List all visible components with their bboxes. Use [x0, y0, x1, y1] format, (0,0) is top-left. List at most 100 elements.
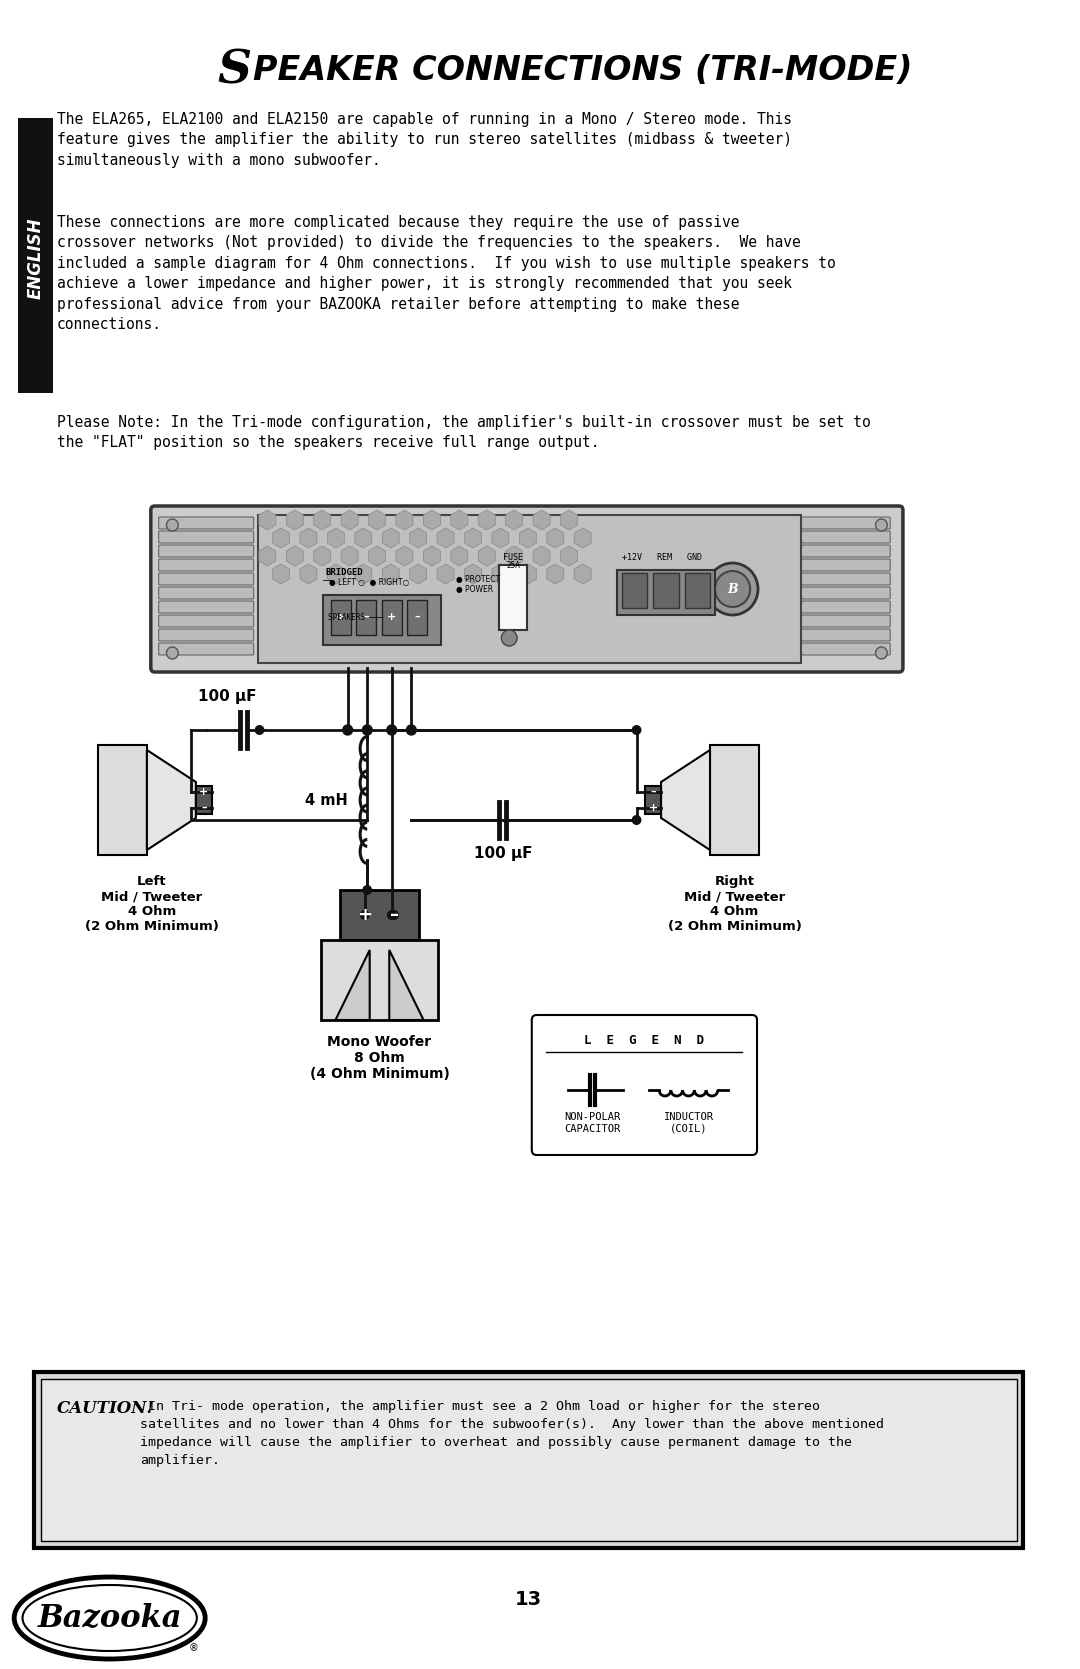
- FancyBboxPatch shape: [800, 559, 890, 571]
- Text: –: –: [364, 613, 369, 623]
- Circle shape: [632, 814, 642, 824]
- FancyBboxPatch shape: [800, 517, 890, 529]
- Circle shape: [707, 562, 758, 614]
- Text: Right
Mid / Tweeter
4 Ohm
(2 Ohm Minimum): Right Mid / Tweeter 4 Ohm (2 Ohm Minimum…: [667, 875, 801, 933]
- Text: –: –: [415, 613, 420, 623]
- Text: Left
Mid / Tweeter
4 Ohm
(2 Ohm Minimum): Left Mid / Tweeter 4 Ohm (2 Ohm Minimum): [85, 875, 219, 933]
- Text: CAUTION!: CAUTION!: [57, 1400, 154, 1417]
- Bar: [340, 890, 419, 940]
- FancyBboxPatch shape: [35, 1372, 1024, 1549]
- Circle shape: [363, 724, 373, 734]
- Circle shape: [166, 648, 178, 659]
- FancyBboxPatch shape: [159, 517, 254, 529]
- Text: –: –: [201, 803, 206, 813]
- Text: +: +: [649, 803, 658, 813]
- Text: 100 μF: 100 μF: [198, 689, 256, 704]
- Circle shape: [342, 724, 352, 734]
- Polygon shape: [147, 749, 195, 850]
- Text: ENGLISH: ENGLISH: [26, 217, 44, 299]
- Text: +12V   REM   GND: +12V REM GND: [622, 552, 702, 562]
- Text: FUSE: FUSE: [503, 552, 523, 562]
- FancyBboxPatch shape: [159, 546, 254, 557]
- FancyBboxPatch shape: [159, 614, 254, 628]
- FancyBboxPatch shape: [41, 1379, 1016, 1540]
- FancyBboxPatch shape: [800, 629, 890, 641]
- FancyBboxPatch shape: [800, 614, 890, 628]
- FancyBboxPatch shape: [159, 572, 254, 586]
- Bar: [323, 596, 441, 644]
- FancyBboxPatch shape: [159, 531, 254, 542]
- Text: +: +: [387, 613, 396, 623]
- FancyBboxPatch shape: [800, 601, 890, 613]
- Text: Bazooka: Bazooka: [38, 1602, 181, 1634]
- Bar: [685, 572, 710, 608]
- FancyBboxPatch shape: [800, 587, 890, 599]
- Text: 100 μF: 100 μF: [474, 846, 532, 861]
- Bar: [617, 571, 715, 614]
- Text: +: +: [336, 613, 346, 623]
- Bar: [407, 599, 427, 634]
- Circle shape: [363, 885, 373, 895]
- Text: 25A: 25A: [507, 561, 521, 571]
- Circle shape: [387, 910, 396, 920]
- Circle shape: [632, 724, 642, 734]
- Polygon shape: [389, 950, 423, 1020]
- Ellipse shape: [14, 1577, 205, 1659]
- Text: +: +: [199, 788, 208, 798]
- FancyBboxPatch shape: [531, 1015, 757, 1155]
- FancyBboxPatch shape: [800, 546, 890, 557]
- Polygon shape: [661, 749, 710, 850]
- Bar: [321, 940, 438, 1020]
- Bar: [98, 744, 147, 855]
- FancyBboxPatch shape: [159, 601, 254, 613]
- Text: Please Note: In the Tri-mode configuration, the amplifier's built-in crossover m: Please Note: In the Tri-mode configurati…: [57, 416, 870, 451]
- FancyBboxPatch shape: [151, 506, 903, 673]
- Bar: [195, 786, 212, 814]
- Text: 13: 13: [515, 1591, 542, 1609]
- Bar: [646, 786, 661, 814]
- Ellipse shape: [23, 1586, 197, 1651]
- Text: NON-POLAR
CAPACITOR: NON-POLAR CAPACITOR: [565, 1112, 621, 1133]
- Text: ● POWER: ● POWER: [457, 586, 494, 594]
- Text: ®: ®: [189, 1642, 199, 1652]
- Circle shape: [387, 724, 396, 734]
- Bar: [622, 572, 647, 608]
- Bar: [257, 516, 801, 663]
- Bar: [382, 599, 402, 634]
- Bar: [653, 572, 678, 608]
- Text: PEAKER CONNECTIONS (TRI-MODE): PEAKER CONNECTIONS (TRI-MODE): [253, 53, 912, 87]
- Bar: [710, 744, 759, 855]
- Text: –: –: [650, 788, 656, 798]
- Text: These connections are more complicated because they require the use of passive
c: These connections are more complicated b…: [57, 215, 836, 332]
- Circle shape: [876, 648, 888, 659]
- Text: The ELA265, ELA2100 and ELA2150 are capable of running in a Mono / Stereo mode. : The ELA265, ELA2100 and ELA2150 are capa…: [57, 112, 792, 169]
- Bar: [499, 566, 527, 629]
- FancyBboxPatch shape: [800, 531, 890, 542]
- FancyBboxPatch shape: [159, 587, 254, 599]
- Text: In Tri- mode operation, the amplifier must see a 2 Ohm load or higher for the st: In Tri- mode operation, the amplifier mu…: [140, 1400, 885, 1467]
- Polygon shape: [336, 950, 369, 1020]
- Circle shape: [360, 910, 369, 920]
- Text: BRIDGED: BRIDGED: [325, 567, 363, 577]
- Circle shape: [166, 519, 178, 531]
- FancyBboxPatch shape: [800, 572, 890, 586]
- Circle shape: [501, 629, 517, 646]
- Text: SPEAKERS ───: SPEAKERS ───: [328, 613, 383, 623]
- Text: L  E  G  E  N  D: L E G E N D: [584, 1035, 704, 1046]
- Circle shape: [715, 571, 751, 608]
- Text: –: –: [390, 906, 399, 925]
- Text: B: B: [727, 582, 738, 596]
- FancyBboxPatch shape: [159, 643, 254, 654]
- FancyBboxPatch shape: [159, 629, 254, 641]
- Text: ―: ―: [323, 576, 332, 586]
- Circle shape: [389, 910, 400, 920]
- Bar: [330, 599, 351, 634]
- FancyBboxPatch shape: [800, 643, 890, 654]
- Bar: [17, 118, 53, 392]
- Text: S: S: [217, 48, 252, 93]
- Circle shape: [255, 724, 265, 734]
- Text: ● LEFT ○  ● RIGHT○: ● LEFT ○ ● RIGHT○: [329, 577, 409, 587]
- Text: ● PROTECT: ● PROTECT: [457, 576, 500, 584]
- Text: INDUCTOR
(COIL): INDUCTOR (COIL): [663, 1112, 714, 1133]
- Circle shape: [406, 724, 416, 734]
